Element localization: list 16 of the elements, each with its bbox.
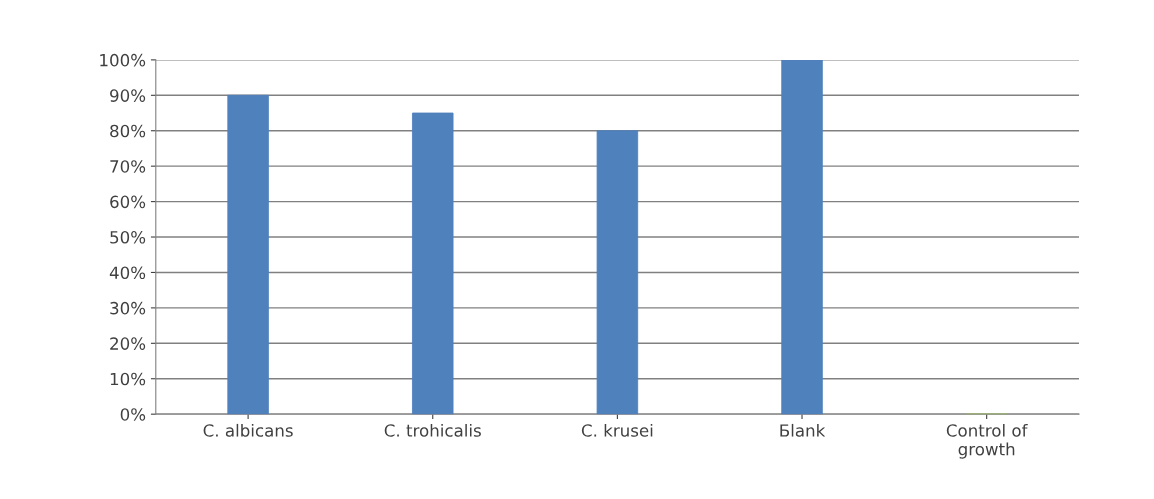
x-tick-label: C. albicans — [203, 423, 293, 437]
y-tick-label: 90% — [110, 89, 146, 102]
y-tick-label: 10% — [110, 372, 146, 386]
x-tick-label: C. krusei — [581, 423, 653, 437]
y-tick-label: 60% — [110, 195, 146, 209]
y-tick-label: 0% — [120, 408, 146, 421]
y-tick-label: 100% — [100, 53, 146, 67]
x-tick-label: C. trohicalis — [384, 423, 481, 437]
y-tick-label: 50% — [110, 230, 146, 244]
x-tick-label: Control of growth — [946, 423, 1028, 459]
y-tick-label: 20% — [110, 337, 146, 350]
y-tick-label: 70% — [110, 160, 146, 173]
y-tick-label: 40% — [109, 266, 146, 280]
y-tick-label: 30% — [110, 301, 146, 315]
y-tick-label: 80% — [110, 124, 146, 138]
x-tick-label: Бlank — [780, 423, 826, 437]
